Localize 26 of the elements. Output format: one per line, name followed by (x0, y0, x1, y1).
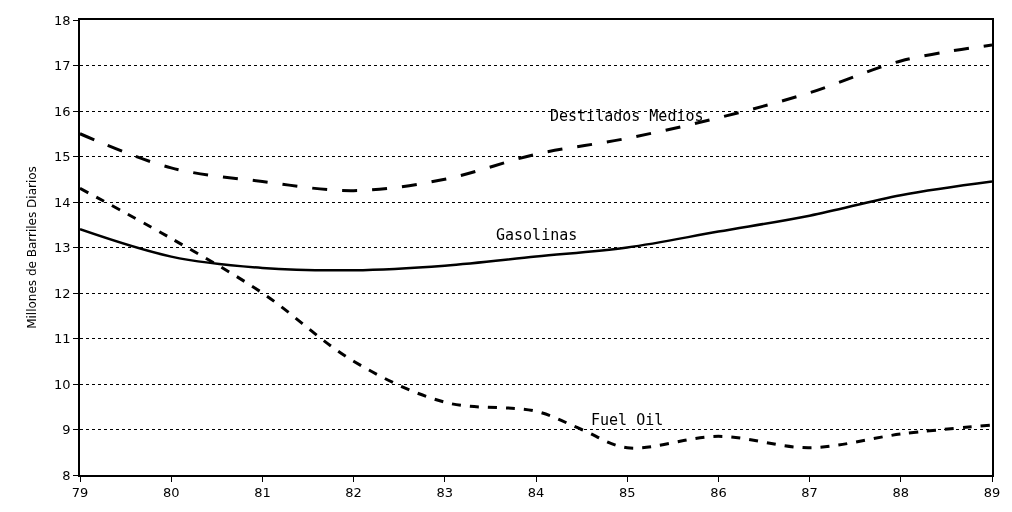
x-tick-label: 88 (892, 485, 910, 501)
series-label: Fuel Oil (591, 411, 664, 429)
y-tick-label: 16 (54, 103, 71, 119)
y-tick-label: 8 (62, 467, 71, 483)
x-tick-label: 86 (710, 485, 727, 501)
x-tick-label: 85 (618, 485, 636, 501)
y-tick-label: 18 (54, 12, 71, 28)
x-tick-label: 83 (436, 485, 454, 501)
y-tick-label: 14 (54, 194, 71, 210)
x-tick-label: 89 (983, 485, 1001, 501)
y-tick-label: 17 (54, 58, 71, 74)
x-tick-label: 82 (345, 485, 362, 501)
y-tick-label: 9 (62, 422, 71, 438)
x-tick-label: 79 (71, 485, 89, 501)
x-tick-label: 81 (254, 485, 271, 501)
x-tick-label: 84 (527, 485, 545, 501)
series-label: Gasolinas (496, 226, 578, 244)
series-label: Destilados Medios (550, 107, 704, 125)
y-tick-label: 15 (54, 149, 71, 165)
y-tick-label: 11 (54, 331, 71, 347)
y-tick-label: 10 (54, 376, 71, 392)
y-axis-title: Millones de Barriles Diarios (24, 166, 39, 329)
y-tick-label: 12 (54, 285, 71, 301)
x-tick-label: 87 (801, 485, 818, 501)
x-tick-label: 80 (162, 485, 180, 501)
y-tick-label: 13 (54, 240, 71, 256)
